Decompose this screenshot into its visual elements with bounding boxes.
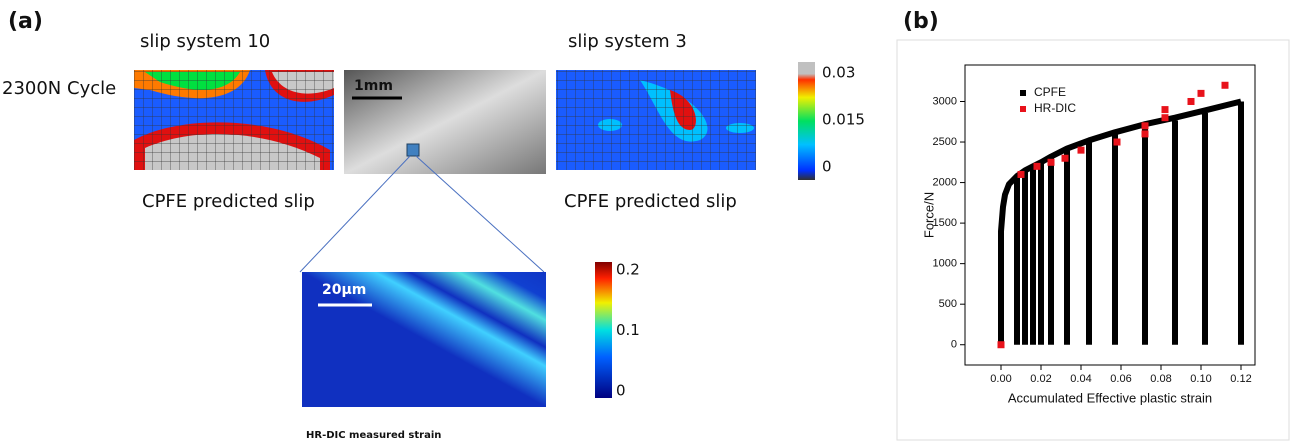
colorbar-label: 0.1 <box>616 321 640 339</box>
point <box>998 341 1005 348</box>
x-tick-label: 0.10 <box>1190 373 1211 385</box>
colorbar <box>595 262 612 398</box>
row-label: 2300N Cycle <box>2 78 116 99</box>
figure: (a) slip system 10 slip system 3 2300N C… <box>0 0 1296 442</box>
x-tick-label: 0.08 <box>1150 373 1171 385</box>
point <box>1062 155 1069 162</box>
point <box>1034 163 1041 170</box>
point <box>1162 114 1169 121</box>
colorbar-label: 0 <box>616 382 626 400</box>
x-tick-label: 0.06 <box>1110 373 1131 385</box>
y-tick-label: 1000 <box>933 258 957 270</box>
x-tick-label: 0.00 <box>990 373 1011 385</box>
legend-swatch <box>1020 106 1026 112</box>
micrograph: 1mm <box>344 70 546 174</box>
legend-swatch <box>1020 90 1026 96</box>
contour-map <box>556 70 756 170</box>
caption: CPFE predicted slip <box>564 191 737 212</box>
scale-label: 1mm <box>354 78 393 94</box>
contour-map <box>134 70 334 170</box>
point <box>1078 147 1085 154</box>
legend-label: HR-DIC <box>1034 101 1076 115</box>
point <box>1162 106 1169 113</box>
point <box>1222 82 1229 89</box>
title: slip system 10 <box>140 31 270 52</box>
point <box>1018 171 1025 178</box>
y-tick-label: 2000 <box>933 176 957 188</box>
x-tick-label: 0.12 <box>1230 373 1251 385</box>
point <box>1142 122 1149 129</box>
colorbar-label: 0.03 <box>822 64 855 82</box>
colorbar-label: 0.2 <box>616 261 640 279</box>
y-tick-label: 0 <box>951 339 957 351</box>
x-axis-label: Accumulated Effective plastic strain <box>1008 390 1212 405</box>
panel-a: (a) slip system 10 slip system 3 2300N C… <box>2 9 815 441</box>
y-axis-label: Force/N <box>921 192 936 238</box>
point <box>1114 139 1121 146</box>
point <box>1142 130 1149 137</box>
colorbar <box>798 62 815 180</box>
caption: CPFE predicted slip <box>142 191 315 212</box>
colorbar-label: 0 <box>822 158 832 176</box>
x-tick-label: 0.04 <box>1070 373 1091 385</box>
y-tick-label: 3000 <box>933 95 957 107</box>
point <box>1048 159 1055 166</box>
strain-map: 20µm <box>302 272 546 407</box>
caption: HR-DIC measured strain <box>306 430 441 441</box>
point <box>1188 98 1195 105</box>
x-tick-label: 0.02 <box>1030 373 1051 385</box>
panel-label: (a) <box>8 9 43 34</box>
y-tick-label: 500 <box>939 298 957 310</box>
colorbar-label: 0.015 <box>822 111 865 129</box>
series-line <box>1001 101 1241 344</box>
scale-label: 20µm <box>322 282 366 298</box>
panel-label: (b) <box>903 9 939 34</box>
legend-label: CPFE <box>1034 85 1066 99</box>
point <box>1198 90 1205 97</box>
title: slip system 3 <box>568 31 687 52</box>
y-tick-label: 2500 <box>933 136 957 148</box>
